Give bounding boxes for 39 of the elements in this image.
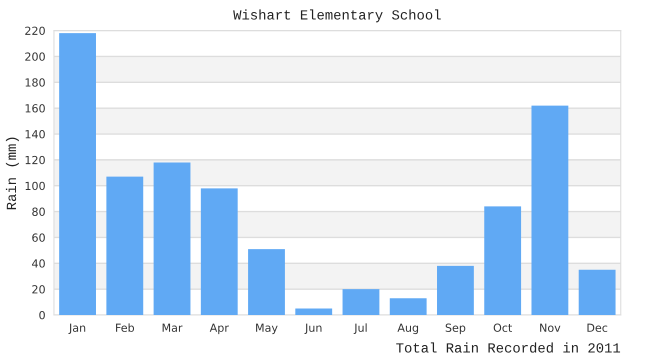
bar (200, 188, 238, 315)
bar (248, 249, 285, 315)
y-tick-label: 20 (32, 285, 45, 294)
y-tick-label: 200 (25, 52, 45, 61)
y-tick-label: 120 (26, 156, 45, 164)
x-axis-title: Total Rain Recorded in 2011 (396, 342, 620, 353)
bar (390, 298, 427, 315)
bar (59, 33, 96, 315)
y-tick-label: 160 (26, 104, 45, 113)
x-tick-label: Oct (494, 324, 512, 332)
x-tick-label: May (256, 324, 278, 334)
y-tick-label: 40 (32, 259, 45, 268)
chart-title: Wishart Elementary School (233, 9, 441, 22)
x-tick-label: Dec (587, 324, 608, 332)
x-tick-label: Jul (354, 323, 367, 334)
y-tick-label: 180 (26, 78, 45, 87)
y-tick-label: 140 (26, 130, 45, 138)
y-tick-label: 0 (39, 310, 45, 320)
x-tick-label: Mar (162, 324, 183, 332)
bar (342, 289, 380, 315)
x-tick-label: Feb (116, 323, 134, 332)
bar (106, 176, 144, 315)
y-tick-label: 100 (26, 182, 45, 190)
x-tick-label: Sep (446, 324, 466, 334)
bar (154, 162, 190, 315)
y-tick-label: 220 (25, 26, 45, 35)
y-axis-title: Rain (mm) (6, 138, 19, 210)
bar (437, 266, 474, 315)
bar (484, 206, 522, 315)
x-tick-label: Aug (397, 324, 418, 334)
x-tick-label: Jan (68, 324, 86, 334)
y-tick-label: 60 (32, 233, 45, 242)
y-tick-label: 80 (32, 208, 45, 216)
x-tick-label: Jun (304, 324, 322, 334)
bar (531, 106, 568, 315)
x-tick-label: Apr (210, 324, 229, 334)
x-tick-label: Nov (540, 324, 560, 332)
bar (295, 308, 332, 315)
bar (578, 270, 616, 315)
